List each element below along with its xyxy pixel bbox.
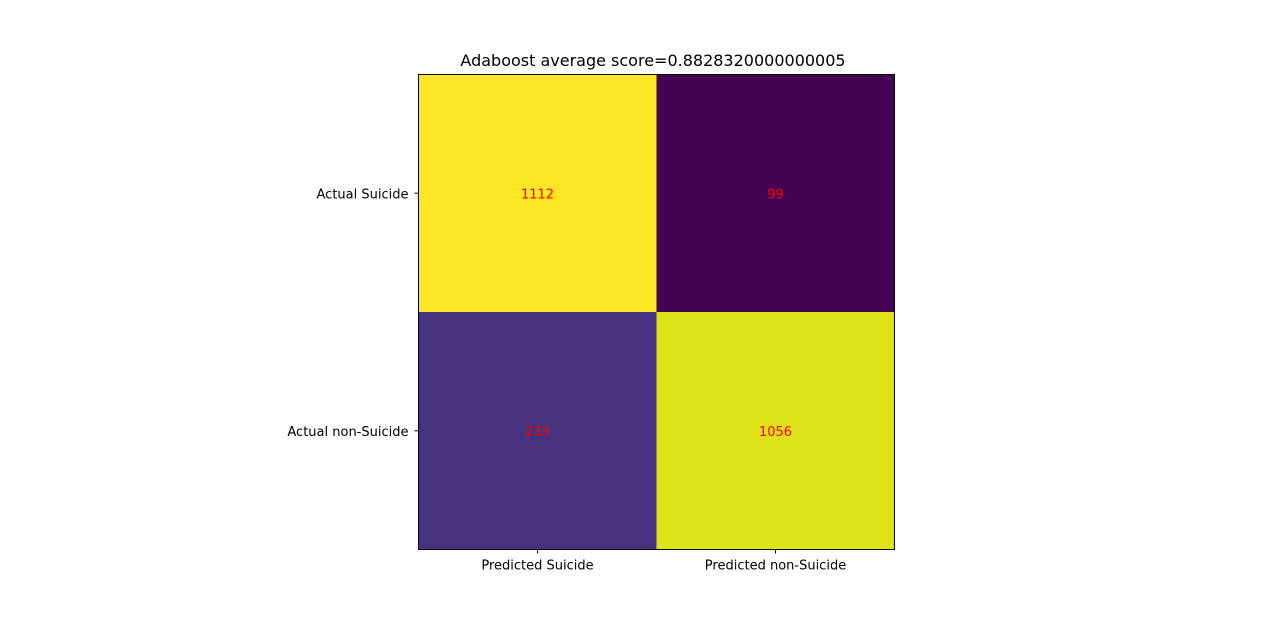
axes-frame: [418, 74, 895, 550]
heatmap-cell: [656, 312, 895, 550]
cell-value-label: 99: [767, 187, 784, 202]
heatmap-cell: [418, 312, 657, 550]
heatmap-cell: [418, 74, 657, 312]
y-axis-ticks: Actual Suicide Actual non-Suicide: [287, 187, 419, 440]
x-axis-ticks: Predicted Suicide Predicted non-Suicide: [481, 549, 846, 574]
cell-value-label: 1112: [521, 187, 554, 202]
chart-title: Adaboost average score=0.882832000000000…: [460, 51, 845, 70]
cell-value-label: 233: [525, 425, 550, 440]
x-tick-label: Predicted non-Suicide: [705, 559, 846, 574]
y-tick-label: Actual non-Suicide: [287, 425, 408, 440]
heatmap-cell: [656, 74, 895, 312]
cell-value-label: 1056: [759, 425, 792, 440]
heatmap-cells: [418, 74, 895, 550]
cell-annotations: 1112 99 233 1056: [521, 187, 792, 440]
y-tick-label: Actual Suicide: [317, 187, 409, 202]
x-tick-label: Predicted Suicide: [481, 559, 593, 574]
